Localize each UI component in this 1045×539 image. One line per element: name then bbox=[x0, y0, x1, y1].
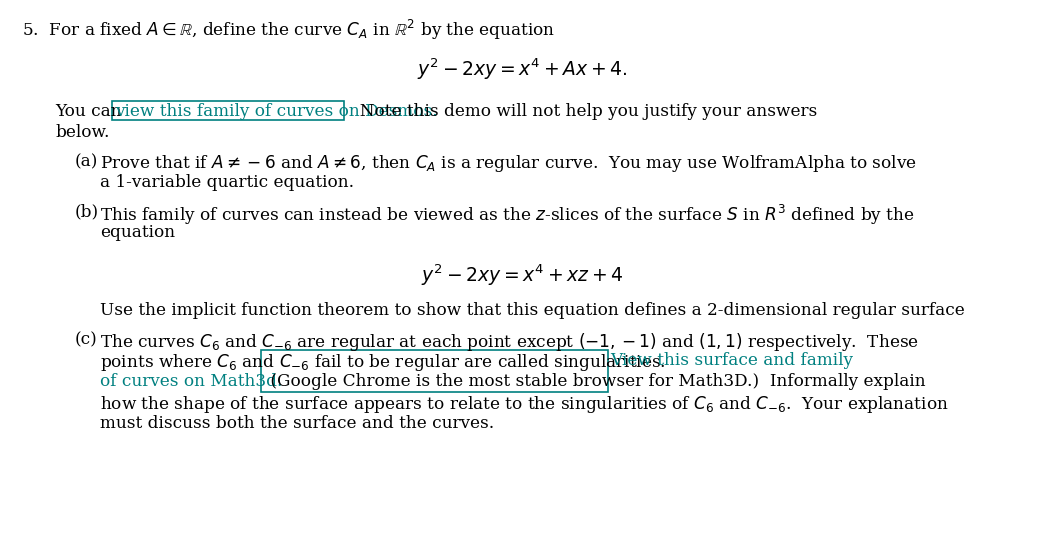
Text: 5.  For a fixed $A \in \mathbb{R}$, define the curve $C_A$ in $\mathbb{R}^2$ by : 5. For a fixed $A \in \mathbb{R}$, defin… bbox=[22, 18, 555, 42]
Text: equation: equation bbox=[100, 224, 176, 241]
Text: Note this demo will not help you justify your answers: Note this demo will not help you justify… bbox=[349, 103, 817, 120]
Text: Prove that if $A \neq -6$ and $A \neq 6$, then $C_A$ is a regular curve.  You ma: Prove that if $A \neq -6$ and $A \neq 6$… bbox=[100, 153, 916, 174]
Text: a 1-variable quartic equation.: a 1-variable quartic equation. bbox=[100, 174, 354, 191]
Text: (Google Chrome is the most stable browser for Math3D.)  Informally explain: (Google Chrome is the most stable browse… bbox=[265, 373, 926, 390]
Text: how the shape of the surface appears to relate to the singularities of $C_6$ and: how the shape of the surface appears to … bbox=[100, 394, 949, 415]
Text: view this family of curves on Desmos.: view this family of curves on Desmos. bbox=[115, 103, 438, 120]
Text: of curves on Math3d.: of curves on Math3d. bbox=[100, 373, 282, 390]
Text: below.: below. bbox=[55, 124, 110, 141]
Bar bbox=[261, 350, 608, 392]
Text: (c): (c) bbox=[75, 331, 98, 348]
Text: Use the implicit function theorem to show that this equation defines a 2-dimensi: Use the implicit function theorem to sho… bbox=[100, 302, 965, 319]
Text: $y^2 - 2xy = x^4 + Ax + 4.$: $y^2 - 2xy = x^4 + Ax + 4.$ bbox=[417, 56, 628, 81]
Text: This family of curves can instead be viewed as the $z$-slices of the surface $S$: This family of curves can instead be vie… bbox=[100, 203, 914, 227]
Text: (b): (b) bbox=[75, 203, 99, 220]
Text: View this surface and family: View this surface and family bbox=[610, 352, 853, 369]
Text: The curves $C_6$ and $C_{-6}$ are regular at each point except $(-1,-1)$ and $(1: The curves $C_6$ and $C_{-6}$ are regula… bbox=[100, 331, 919, 353]
Text: $y^2 - 2xy = x^4 + xz + 4$: $y^2 - 2xy = x^4 + xz + 4$ bbox=[421, 262, 624, 287]
Text: (a): (a) bbox=[75, 153, 98, 170]
Bar bbox=[112, 101, 344, 120]
Text: points where $C_6$ and $C_{-6}$ fail to be regular are called singularities.: points where $C_6$ and $C_{-6}$ fail to … bbox=[100, 352, 673, 373]
Text: must discuss both the surface and the curves.: must discuss both the surface and the cu… bbox=[100, 415, 494, 432]
Text: You can: You can bbox=[55, 103, 127, 120]
